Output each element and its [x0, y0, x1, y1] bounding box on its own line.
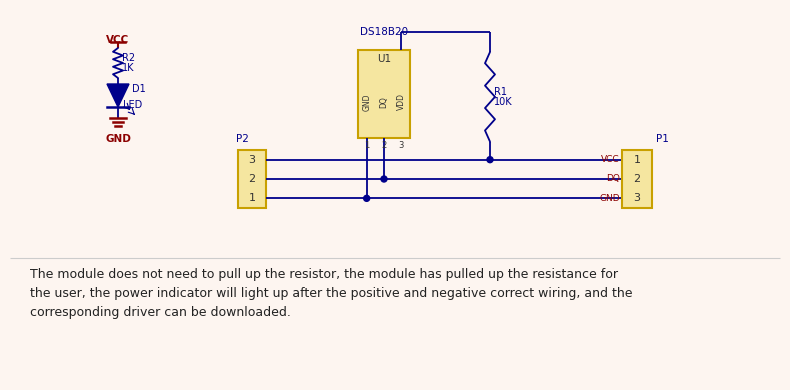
Text: GND: GND [105, 134, 131, 144]
Text: DQ: DQ [379, 96, 389, 108]
Bar [238, 150, 266, 208]
Text: GND: GND [600, 194, 620, 203]
Bar [622, 150, 652, 208]
Text: D1: D1 [132, 84, 145, 94]
Text: 3: 3 [399, 140, 404, 149]
Text: 3: 3 [634, 193, 641, 203]
Text: R2: R2 [122, 53, 135, 63]
Text: 1: 1 [634, 155, 641, 165]
Text: 2: 2 [382, 140, 386, 149]
Text: 10K: 10K [494, 97, 513, 107]
Text: 1: 1 [364, 140, 369, 149]
Text: U1: U1 [377, 54, 391, 64]
Text: VCC: VCC [107, 35, 130, 45]
Text: VCC: VCC [601, 155, 620, 164]
Text: LED: LED [123, 100, 142, 110]
Text: 2: 2 [248, 174, 255, 184]
Text: DS18B20: DS18B20 [360, 27, 408, 37]
Bar [358, 50, 410, 138]
Text: GND: GND [362, 93, 371, 111]
Circle shape [487, 157, 493, 163]
Polygon shape [107, 84, 129, 107]
Circle shape [363, 195, 370, 201]
Text: 2: 2 [634, 174, 641, 184]
Text: VDD: VDD [397, 94, 406, 110]
Text: The module does not need to pull up the resistor, the module has pulled up the r: The module does not need to pull up the … [30, 268, 633, 319]
Text: P2: P2 [236, 134, 249, 144]
Text: 3: 3 [249, 155, 255, 165]
Text: R1: R1 [494, 87, 507, 97]
Circle shape [381, 176, 387, 182]
Text: 1: 1 [249, 193, 255, 203]
Text: DQ: DQ [606, 174, 620, 184]
Text: 1K: 1K [122, 63, 134, 73]
Text: P1: P1 [656, 134, 669, 144]
